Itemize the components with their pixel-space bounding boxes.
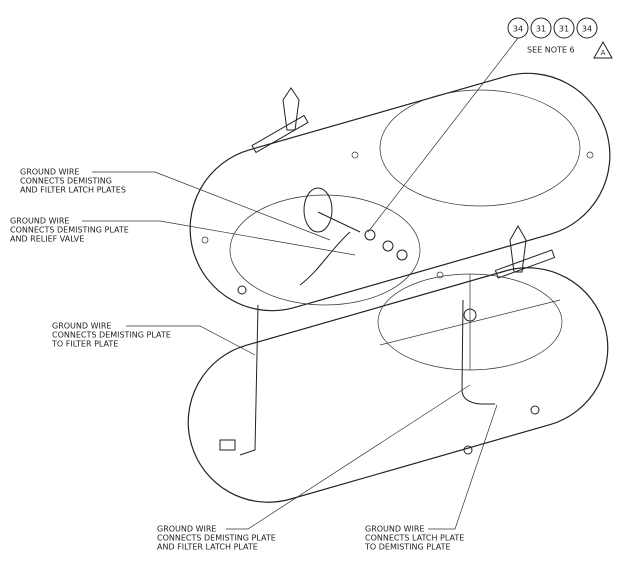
callout-line: GROUND WIRE	[157, 525, 216, 534]
callout-line: TO FILTER PLATE	[51, 340, 118, 349]
callout-line: TO DEMISTING PLATE	[364, 543, 451, 552]
balloon: 31	[536, 25, 546, 34]
note: SEE NOTE 6	[527, 46, 575, 55]
callout-line: AND RELIEF VALVE	[10, 235, 84, 244]
callout-line: GROUND WIRE	[10, 217, 69, 226]
balloon: 31	[559, 25, 569, 34]
callout-line: CONNECTS LATCH PLATE	[365, 534, 464, 543]
balloon: 34	[513, 25, 523, 34]
revision: A	[601, 49, 606, 57]
balloon: 34	[582, 25, 592, 34]
callout-line: GROUND WIRE	[365, 525, 424, 534]
callout-line: CONNECTS DEMISTING PLATE	[157, 534, 276, 543]
drawing: 34 31 31 34 SEE NOTE 6 A GROUND WIRECONN…	[0, 0, 618, 573]
callout-line: AND FILTER LATCH PLATE	[157, 543, 258, 552]
callout-line: GROUND WIRE	[52, 322, 111, 331]
balloons: 34 31 31 34 SEE NOTE 6 A	[508, 18, 612, 58]
callout-line: GROUND WIRE	[20, 168, 79, 177]
callout-line: AND FILTER LATCH PLATES	[20, 186, 126, 195]
callout-line: CONNECTS DEMISTING	[20, 177, 112, 186]
callout-line: CONNECTS DEMISTING PLATE	[52, 331, 171, 340]
callout-line: CONNECTS DEMISTING PLATE	[10, 226, 129, 235]
